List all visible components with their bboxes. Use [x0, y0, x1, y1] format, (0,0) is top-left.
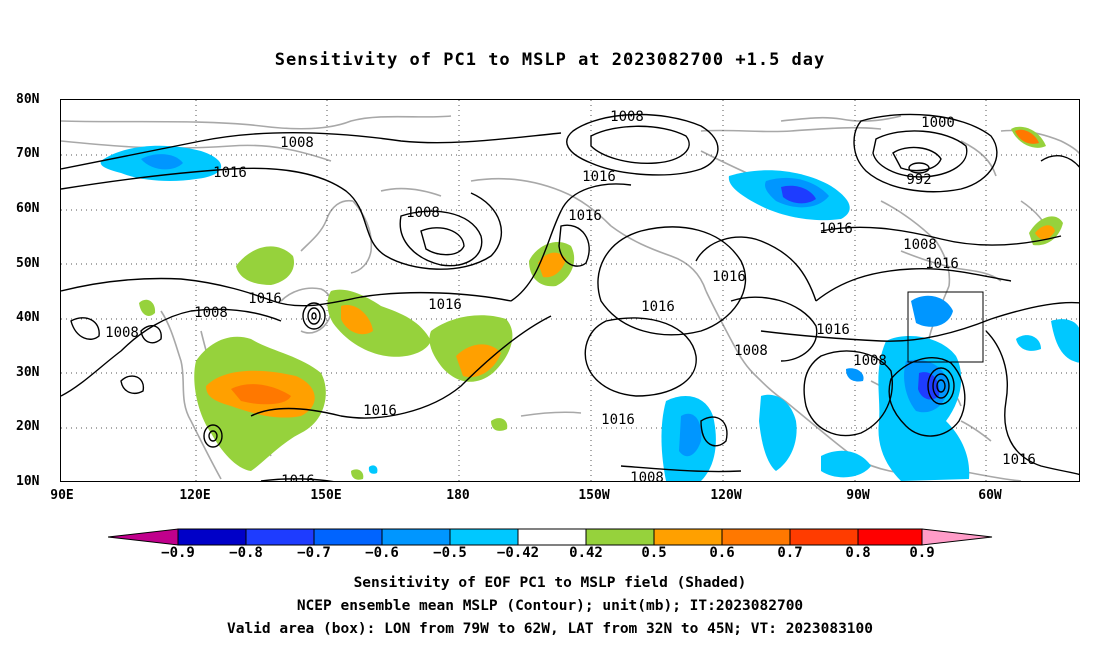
- colorbar-label: 0.9: [909, 545, 935, 561]
- colorbar-swatch: [789, 528, 859, 546]
- colorbar: [108, 528, 993, 546]
- contour-label: 1016: [819, 221, 853, 237]
- contour-label: 1000: [921, 115, 955, 131]
- contour-label: 1008: [280, 135, 314, 151]
- lat-label: 30N: [16, 365, 40, 380]
- contour-label: 1016: [582, 169, 616, 185]
- map-panel: 1008 1016 1016 1008 1016 1008 1016 1008 …: [60, 99, 1080, 482]
- negative-sensitivity: [100, 145, 1079, 481]
- colorbar-swatch: [517, 528, 587, 546]
- colorbar-label: −0.6: [365, 545, 399, 561]
- lon-label: 150W: [578, 488, 610, 503]
- contour-label: 1016: [816, 322, 850, 338]
- colorbar-label: 0.7: [777, 545, 803, 561]
- colorbar-label: −0.5: [433, 545, 467, 561]
- contour-label: 1008: [903, 237, 937, 253]
- colorbar-swatch: [108, 528, 179, 546]
- colorbar-label: −0.42: [496, 545, 540, 561]
- colorbar-label: 0.6: [709, 545, 735, 561]
- colorbar-swatch: [381, 528, 451, 546]
- colorbar-swatch: [245, 528, 315, 546]
- colorbar-swatch: [721, 528, 791, 546]
- colorbar-swatch: [653, 528, 723, 546]
- colorbar-label: −0.9: [161, 545, 195, 561]
- contour-label: 1008: [853, 353, 887, 369]
- caption-line-3: Valid area (box): LON from 79W to 62W, L…: [226, 621, 873, 637]
- colorbar-swatch: [313, 528, 383, 546]
- contour-label: 1016: [925, 256, 959, 272]
- contour-label: 1008: [406, 205, 440, 221]
- lon-label: 120W: [710, 488, 742, 503]
- colorbar-label: −0.8: [229, 545, 263, 561]
- contour-label: 1016: [712, 269, 746, 285]
- lat-label: 10N: [16, 474, 40, 489]
- colorbar-swatch: [177, 528, 247, 546]
- positive-sensitivity: [139, 126, 1063, 480]
- map-title: Sensitivity of PC1 to MSLP at 2023082700…: [274, 50, 826, 70]
- mslp-contours: [61, 113, 1079, 481]
- contour-label: 1016: [248, 291, 282, 307]
- contour-label: 1016: [1002, 452, 1036, 468]
- colorbar-swatch: [449, 528, 519, 546]
- lon-label: 60W: [978, 488, 1002, 503]
- lat-label: 40N: [16, 310, 40, 325]
- contour-label: 1008: [194, 305, 228, 321]
- contour-label: 1016: [601, 412, 635, 428]
- contour-label: 1016: [213, 165, 247, 181]
- colorbar-label: 0.8: [845, 545, 871, 561]
- contour-label: 1016: [281, 473, 315, 482]
- caption-line-1: Sensitivity of EOF PC1 to MSLP field (Sh…: [353, 575, 747, 591]
- colorbar-label: 0.5: [641, 545, 667, 561]
- contour-label: 1008: [734, 343, 768, 359]
- lat-label: 60N: [16, 201, 40, 216]
- map-canvas: 1008 1016 1016 1008 1016 1008 1016 1008 …: [61, 100, 1079, 482]
- lon-label: 90E: [50, 488, 74, 503]
- contour-label: 1016: [641, 299, 675, 315]
- contour-label: 1008: [610, 109, 644, 125]
- lon-label: 180: [446, 488, 470, 503]
- contour-labels: 1008 1016 1016 1008 1016 1008 1016 1008 …: [105, 109, 1036, 482]
- colorbar-swatch: [857, 528, 923, 546]
- lon-label: 90W: [846, 488, 870, 503]
- colorbar-label: −0.7: [297, 545, 331, 561]
- lat-label: 50N: [16, 256, 40, 271]
- lon-label: 120E: [179, 488, 211, 503]
- colorbar-label: 0.42: [569, 545, 603, 561]
- contour-label: 1008: [630, 470, 664, 482]
- contour-label: 1016: [363, 403, 397, 419]
- lat-label: 80N: [16, 92, 40, 107]
- lat-label: 70N: [16, 146, 40, 161]
- valid-area-box: [907, 291, 984, 363]
- colorbar-swatch: [921, 528, 993, 546]
- caption-line-2: NCEP ensemble mean MSLP (Contour); unit(…: [296, 598, 804, 614]
- contour-label: 1008: [105, 325, 139, 341]
- contour-label: 1016: [428, 297, 462, 313]
- contour-label: 1016: [568, 208, 602, 224]
- lat-label: 20N: [16, 419, 40, 434]
- colorbar-swatch: [585, 528, 655, 546]
- lon-label: 150E: [310, 488, 342, 503]
- contour-label: 992: [906, 172, 931, 188]
